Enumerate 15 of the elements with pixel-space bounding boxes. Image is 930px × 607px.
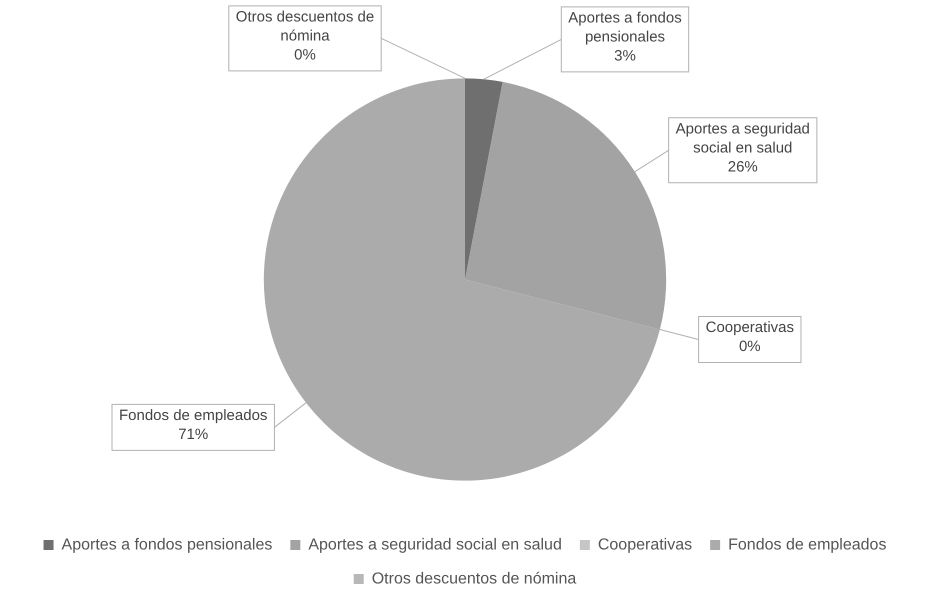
- data-label: 26%: [728, 158, 758, 176]
- text: 0%: [738, 338, 761, 356]
- legend-label: Cooperativas: [598, 536, 692, 554]
- legend-label: Otros descuentos de nómina: [372, 570, 576, 588]
- data-label: 3%: [614, 48, 636, 65]
- slice-label: Aportes a seguridad social en salud: [676, 120, 810, 156]
- category-label: Cooperativas: [706, 319, 794, 336]
- legend-label: Aportes a seguridad social en salud: [308, 536, 562, 554]
- data-label: 71%: [178, 426, 208, 443]
- legend-label: Aportes a fondos pensionales: [62, 536, 272, 554]
- text: 0%: [294, 46, 316, 64]
- slice-label: Aportes a fondos pensionales: [568, 10, 682, 46]
- slice-label: Fondos de empleados: [118, 406, 268, 424]
- category-label: Otros descuentos de nómina: [236, 8, 374, 44]
- legend-label: Fondos de empleados: [728, 536, 886, 554]
